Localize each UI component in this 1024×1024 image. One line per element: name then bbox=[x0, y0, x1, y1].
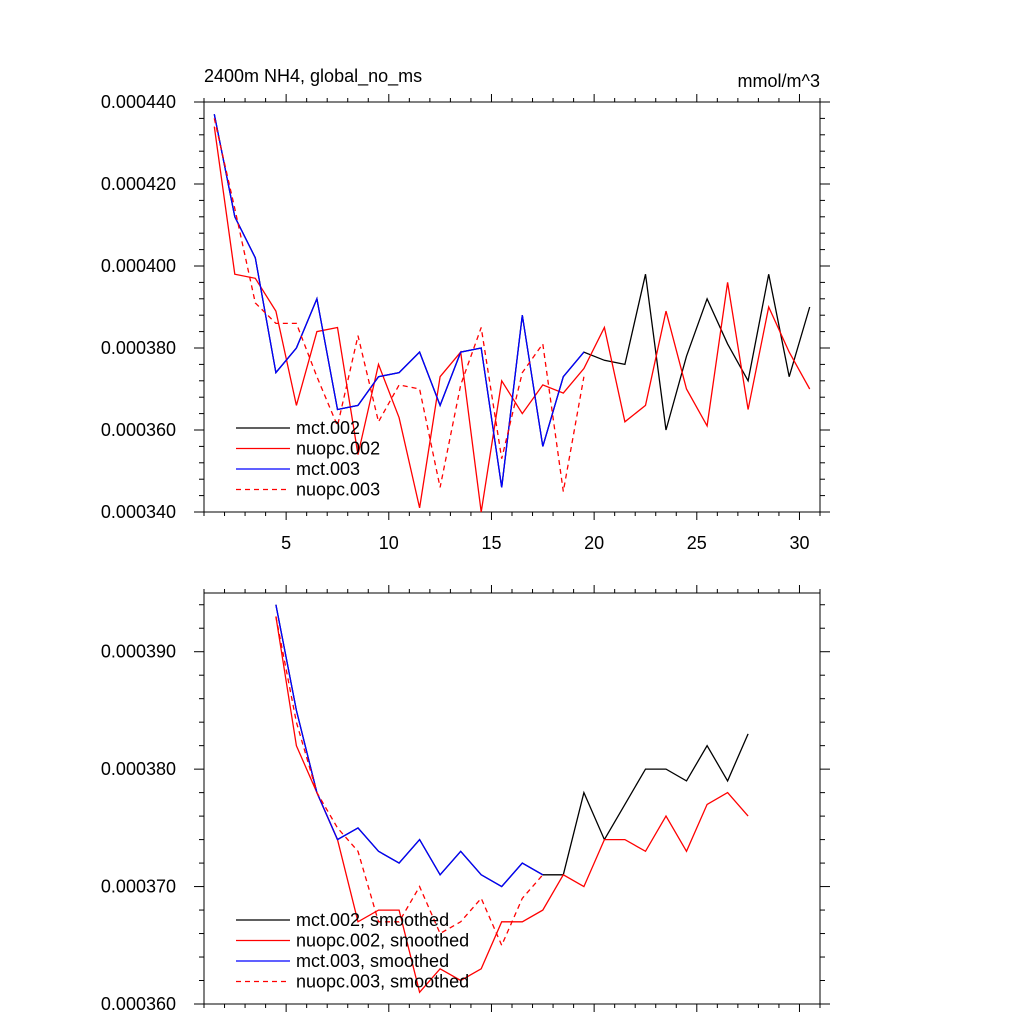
series-line-mct-002-smoothed bbox=[275, 604, 749, 888]
x-tick-label: 20 bbox=[584, 533, 604, 553]
y-tick-label: 0.000360 bbox=[101, 420, 176, 440]
y-tick-label: 0.000440 bbox=[101, 92, 176, 112]
y-tick-label: 0.000400 bbox=[101, 256, 176, 276]
x-tick-label: 5 bbox=[281, 533, 291, 553]
chart-units-label: mmol/m^3 bbox=[738, 71, 820, 91]
y-tick-label: 0.000370 bbox=[101, 877, 176, 897]
legend-label: mct.002, smoothed bbox=[296, 910, 449, 930]
y-tick-label: 0.000380 bbox=[101, 759, 176, 779]
chart-panel-2: 0.000360 0.000370 0.000380 0.000390 mct.002,… bbox=[101, 585, 830, 1014]
y-tick-label: 0.000390 bbox=[101, 642, 176, 662]
chart-title-left: 2400m NH4, global_no_ms bbox=[204, 66, 422, 87]
x-tick-label: 25 bbox=[687, 533, 707, 553]
y-tick-label: 0.000380 bbox=[101, 338, 176, 358]
series-line-mct-003-smoothed bbox=[275, 604, 544, 888]
series-line-nuopc-003 bbox=[213, 118, 585, 492]
legend-label: mct.003 bbox=[296, 459, 360, 479]
y-tick-label: 0.000420 bbox=[101, 174, 176, 194]
legend-label: nuopc.002, smoothed bbox=[296, 931, 469, 951]
legend-label: nuopc.003 bbox=[296, 480, 380, 500]
y-tick-label: 0.000340 bbox=[101, 502, 176, 522]
legend-label: nuopc.002 bbox=[296, 439, 380, 459]
series-line-mct-003 bbox=[213, 114, 585, 488]
x-tick-label: 10 bbox=[379, 533, 399, 553]
x-tick-label: 30 bbox=[789, 533, 809, 553]
series-line-nuopc-003-smoothed bbox=[275, 616, 544, 947]
legend-label: nuopc.003, smoothed bbox=[296, 972, 469, 992]
x-tick-label: 15 bbox=[481, 533, 501, 553]
y-tick-label: 0.000360 bbox=[101, 994, 176, 1014]
legend-label: mct.002 bbox=[296, 418, 360, 438]
legend-label: mct.003, smoothed bbox=[296, 951, 449, 971]
chart-panel-1: 5 10 15 20 25 30 0.000340 0.000360 0.000380 0.000… bbox=[101, 92, 830, 553]
